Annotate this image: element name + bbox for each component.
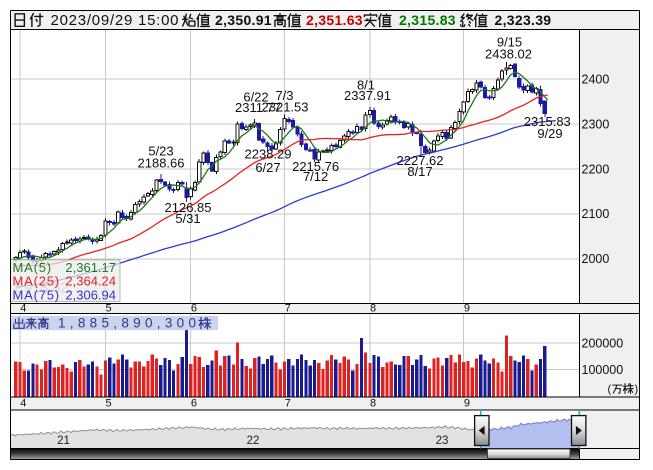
svg-text:MA(75): MA(75) bbox=[13, 287, 60, 302]
svg-text:9: 9 bbox=[464, 397, 470, 409]
svg-text:6: 6 bbox=[191, 397, 197, 409]
svg-text:6: 6 bbox=[191, 302, 197, 314]
svg-text:2000: 2000 bbox=[582, 252, 610, 266]
svg-text:2126.85: 2126.85 bbox=[165, 200, 212, 215]
svg-text:2400: 2400 bbox=[582, 73, 610, 87]
svg-text:2315.83: 2315.83 bbox=[524, 114, 571, 129]
svg-text:7: 7 bbox=[285, 302, 291, 314]
svg-text:22: 22 bbox=[247, 435, 260, 447]
svg-text:2227.62: 2227.62 bbox=[397, 153, 444, 168]
svg-text:2321.53: 2321.53 bbox=[262, 100, 309, 115]
svg-text:8: 8 bbox=[370, 397, 376, 409]
svg-text:2023/09/29 15:00: 2023/09/29 15:00 bbox=[51, 12, 180, 29]
svg-text:2,323.39: 2,323.39 bbox=[495, 12, 552, 28]
svg-text:4: 4 bbox=[20, 397, 26, 409]
svg-text:7/12: 7/12 bbox=[303, 169, 328, 184]
svg-text:100000: 100000 bbox=[582, 363, 624, 377]
svg-text:2300: 2300 bbox=[582, 117, 610, 131]
svg-text:9/15: 9/15 bbox=[497, 35, 522, 50]
svg-text:2188.66: 2188.66 bbox=[138, 155, 185, 170]
svg-text:21: 21 bbox=[57, 435, 70, 447]
svg-text:2,364.24: 2,364.24 bbox=[65, 274, 116, 289]
svg-text:5: 5 bbox=[106, 397, 112, 409]
svg-text:7/3: 7/3 bbox=[275, 88, 293, 103]
svg-text:2,351.63: 2,351.63 bbox=[306, 12, 363, 28]
svg-text:8/17: 8/17 bbox=[407, 164, 432, 179]
svg-text:2438.02: 2438.02 bbox=[485, 46, 532, 61]
svg-text:4: 4 bbox=[20, 302, 26, 314]
svg-text:2238.29: 2238.29 bbox=[245, 147, 292, 162]
svg-text:5/31: 5/31 bbox=[175, 211, 200, 226]
svg-text:2,350.91: 2,350.91 bbox=[215, 12, 272, 28]
svg-text:2215.76: 2215.76 bbox=[292, 159, 339, 174]
svg-text:2200: 2200 bbox=[582, 162, 610, 176]
svg-text:): ) bbox=[635, 383, 639, 395]
svg-text:(: ( bbox=[608, 383, 612, 395]
svg-text:2,315.83: 2,315.83 bbox=[399, 12, 456, 28]
svg-text:6/27: 6/27 bbox=[255, 160, 280, 175]
svg-text:6/22: 6/22 bbox=[243, 90, 268, 105]
svg-text:5/23: 5/23 bbox=[148, 143, 173, 158]
svg-text:2311.77: 2311.77 bbox=[235, 100, 281, 115]
svg-text:23: 23 bbox=[436, 435, 449, 447]
svg-text:7: 7 bbox=[285, 397, 291, 409]
svg-text:200000: 200000 bbox=[582, 337, 624, 351]
svg-text:8: 8 bbox=[370, 302, 376, 314]
svg-text:2,361.17: 2,361.17 bbox=[65, 260, 116, 275]
svg-text:2100: 2100 bbox=[582, 207, 610, 221]
svg-text:9: 9 bbox=[464, 302, 470, 314]
svg-text:2337.91: 2337.91 bbox=[344, 88, 391, 103]
svg-text:9/29: 9/29 bbox=[537, 126, 562, 141]
svg-text:MA(5): MA(5) bbox=[13, 260, 52, 275]
svg-text:8/1: 8/1 bbox=[357, 78, 375, 93]
svg-text:MA(25): MA(25) bbox=[13, 274, 60, 289]
svg-text:5: 5 bbox=[106, 302, 112, 314]
svg-text:2,306.94: 2,306.94 bbox=[65, 287, 116, 302]
